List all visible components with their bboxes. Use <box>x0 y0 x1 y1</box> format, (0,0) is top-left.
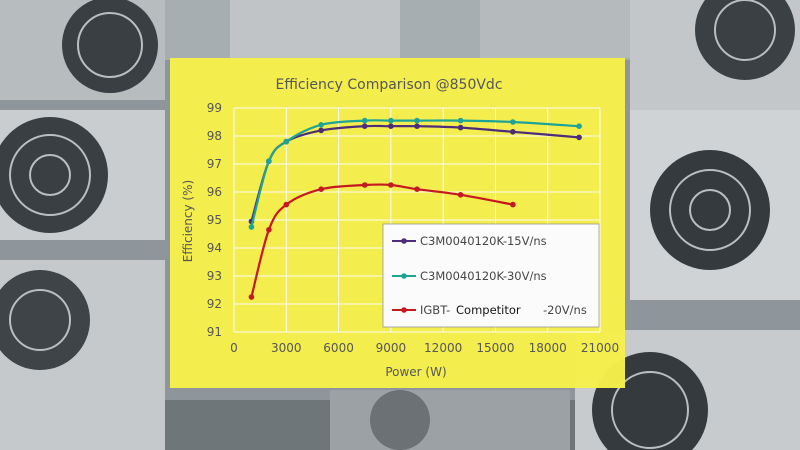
series-2-point-2 <box>283 201 290 208</box>
series-1-point-5 <box>388 117 394 124</box>
y-tick-label-8: 99 <box>207 101 222 115</box>
series-1-point-7 <box>457 117 464 124</box>
legend-label-2a: IGBT- <box>420 303 450 317</box>
x-tick-label-0: 0 <box>230 341 238 355</box>
legend-entry-igbt: IGBT- Competitor -20V/ns <box>392 303 587 317</box>
series-1-point-2 <box>283 138 290 145</box>
legend-label-2c: -20V/ns <box>543 303 587 317</box>
y-tick-label-0: 91 <box>207 325 222 339</box>
chart-legend: C3M0040120K-15V/ns C3M0040120K-30V/ns IG… <box>382 223 600 328</box>
legend-label-0: C3M0040120K-15V/ns <box>420 234 547 248</box>
chart-title: Efficiency Comparison @850Vdc <box>275 77 502 93</box>
x-tick-label-7: 21000 <box>581 341 619 355</box>
chart-panel: 91 92 93 94 95 96 97 98 99 0 3000 6000 9000 12000 1500… <box>170 58 625 388</box>
series-line-1 <box>250 119 580 228</box>
series-0-point-5 <box>388 123 394 129</box>
series-0-point-6 <box>414 123 420 129</box>
y-axis-title: Efficiency (%) <box>181 180 195 262</box>
series-0-point-4 <box>361 123 368 129</box>
series-2-point-3 <box>318 186 324 192</box>
x-tick-label-6: 18000 <box>529 341 567 355</box>
series-1-point-3 <box>318 122 324 128</box>
legend-marker-0 <box>401 238 407 244</box>
series-1-point-0 <box>248 224 255 230</box>
series-line-0 <box>250 124 580 222</box>
y-tick-label-3: 94 <box>207 241 222 255</box>
series-2-point-7 <box>457 192 464 198</box>
series-1-point-9 <box>576 123 582 129</box>
series-2-point-6 <box>414 186 420 192</box>
x-axis-title: Power (W) <box>385 365 446 379</box>
x-tick-label-2: 6000 <box>323 341 354 355</box>
series-1-point-4 <box>361 117 368 124</box>
legend-entry-c3m-15v: C3M0040120K-15V/ns <box>392 234 547 248</box>
series-2-point-8 <box>510 201 516 208</box>
x-tick-label-1: 3000 <box>271 341 302 355</box>
legend-label-1: C3M0040120K-30V/ns <box>420 269 547 283</box>
y-tick-label-5: 96 <box>207 185 222 199</box>
series-0-point-3 <box>318 127 324 134</box>
legend-marker-2 <box>401 307 407 313</box>
series-1-point-1 <box>266 158 272 164</box>
legend-entry-c3m-30v: C3M0040120K-30V/ns <box>392 269 547 283</box>
chart-axes: 91 92 93 94 95 96 97 98 99 0 3000 6000 9000 12000 1500… <box>207 101 619 355</box>
y-tick-label-4: 95 <box>207 213 222 227</box>
series-0-point-8 <box>510 129 516 135</box>
x-tick-label-5: 15000 <box>476 341 514 355</box>
legend-label-2b: Competitor <box>456 303 521 317</box>
series-0-point-9 <box>576 134 582 141</box>
x-tick-label-3: 9000 <box>376 341 407 355</box>
series-2-point-5 <box>388 182 394 188</box>
x-tick-label-4: 12000 <box>424 341 462 355</box>
efficiency-chart: 91 92 93 94 95 96 97 98 99 0 3000 6000 9000 12000 1500… <box>181 77 619 379</box>
series-2-point-0 <box>248 294 255 300</box>
series-1-point-6 <box>414 117 420 124</box>
series-2-point-4 <box>361 182 368 188</box>
series-2-point-1 <box>266 227 272 233</box>
legend-box <box>382 223 600 328</box>
y-tick-label-1: 92 <box>207 297 222 311</box>
y-tick-label-2: 93 <box>207 269 222 283</box>
legend-marker-1 <box>401 273 407 279</box>
series-0-point-7 <box>457 124 464 131</box>
y-tick-label-7: 98 <box>207 129 222 143</box>
chart-series <box>248 117 582 300</box>
series-1-point-8 <box>510 119 516 125</box>
y-tick-label-6: 97 <box>207 157 222 171</box>
